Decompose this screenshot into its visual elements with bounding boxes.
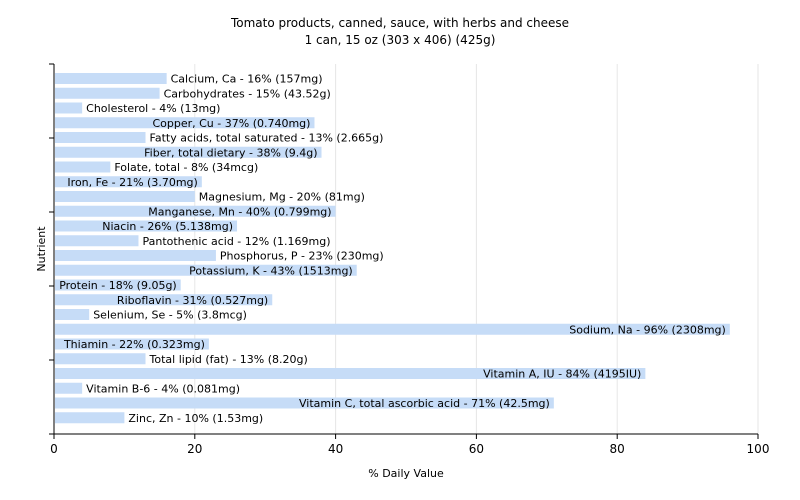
- bar-15: [55, 294, 273, 306]
- bar-label-3: Copper, Cu - 37% (0.740mg): [152, 117, 310, 130]
- bar-16: [55, 309, 90, 320]
- bar-4: [55, 132, 146, 143]
- bar-label-12: Phosphorus, P - 23% (230mg): [220, 250, 384, 263]
- bar-label-13: Potassium, K - 43% (1513mg): [189, 264, 353, 277]
- bar-12: [55, 250, 216, 261]
- bar-label-16: Selenium, Se - 5% (3.8mcg): [93, 309, 247, 322]
- bar-6: [55, 161, 111, 173]
- bar-label-6: Folate, total - 8% (34mcg): [114, 161, 258, 174]
- bar-label-21: Vitamin B-6 - 4% (0.081mg): [86, 382, 240, 395]
- bar-label-18: Thiamin - 22% (0.323mg): [63, 338, 205, 351]
- chart-title: Tomato products, canned, sauce, with her…: [230, 16, 569, 30]
- x-axis-label: % Daily Value: [368, 467, 444, 480]
- bar-label-0: Calcium, Ca - 16% (157mg): [171, 73, 323, 86]
- axes: 0 20 40 60 80 100: [49, 63, 770, 456]
- bar-11: [55, 235, 139, 247]
- bar-label-9: Manganese, Mn - 40% (0.799mg): [148, 205, 331, 218]
- bar-label-10: Niacin - 26% (5.138mg): [102, 220, 233, 233]
- bar-20: [55, 368, 646, 379]
- bar-label-23: Zinc, Zn - 10% (1.53mg): [128, 412, 263, 425]
- bar-18: [55, 338, 209, 350]
- bar-22: [55, 397, 554, 409]
- bar-1: [55, 87, 160, 99]
- bar-label-1: Carbohydrates - 15% (43.52g): [164, 87, 331, 100]
- bar-0: [55, 73, 167, 84]
- bar-14: [55, 279, 181, 291]
- x-tick-label-40: 40: [328, 442, 343, 456]
- bar-label-8: Magnesium, Mg - 20% (81mg): [199, 191, 365, 204]
- y-axis-label: Nutrient: [35, 226, 48, 272]
- bar-19: [55, 353, 146, 365]
- bar-label-5: Fiber, total dietary - 38% (9.4g): [144, 146, 317, 159]
- bar-2: [55, 102, 83, 114]
- bar-label-17: Sodium, Na - 96% (2308mg): [569, 323, 726, 336]
- x-tick-label-100: 100: [747, 442, 770, 456]
- bar-8: [55, 191, 195, 202]
- chart-subtitle: 1 can, 15 oz (303 x 406) (425g): [305, 33, 496, 47]
- x-tick-label-60: 60: [469, 442, 484, 456]
- bar-7: [55, 176, 202, 188]
- x-tick-label-80: 80: [610, 442, 625, 456]
- x-tick-label-20: 20: [187, 442, 202, 456]
- x-tick-label-0: 0: [50, 442, 58, 456]
- bar-9: [55, 205, 336, 217]
- bar-5: [55, 146, 322, 158]
- bars: Calcium, Ca - 16% (157mg)Carbohydrates -…: [55, 73, 730, 425]
- bar-21: [55, 382, 83, 394]
- bar-10: [55, 220, 238, 232]
- bar-label-20: Vitamin A, IU - 84% (4195IU): [483, 368, 641, 381]
- bar-label-19: Total lipid (fat) - 13% (8.20g): [149, 353, 308, 366]
- bar-3: [55, 117, 315, 129]
- bar-label-11: Pantothenic acid - 12% (1.169mg): [142, 235, 330, 248]
- bar-label-4: Fatty acids, total saturated - 13% (2.66…: [150, 132, 384, 145]
- bar-label-15: Riboflavin - 31% (0.527mg): [117, 294, 268, 307]
- bar-13: [55, 264, 357, 276]
- bar-17: [55, 323, 730, 335]
- bar-label-2: Cholesterol - 4% (13mg): [86, 102, 220, 115]
- bar-label-22: Vitamin C, total ascorbic acid - 71% (42…: [299, 397, 550, 410]
- bar-label-7: Iron, Fe - 21% (3.70mg): [67, 176, 197, 189]
- bar-label-14: Protein - 18% (9.05g): [59, 279, 177, 292]
- bar-23: [55, 412, 125, 424]
